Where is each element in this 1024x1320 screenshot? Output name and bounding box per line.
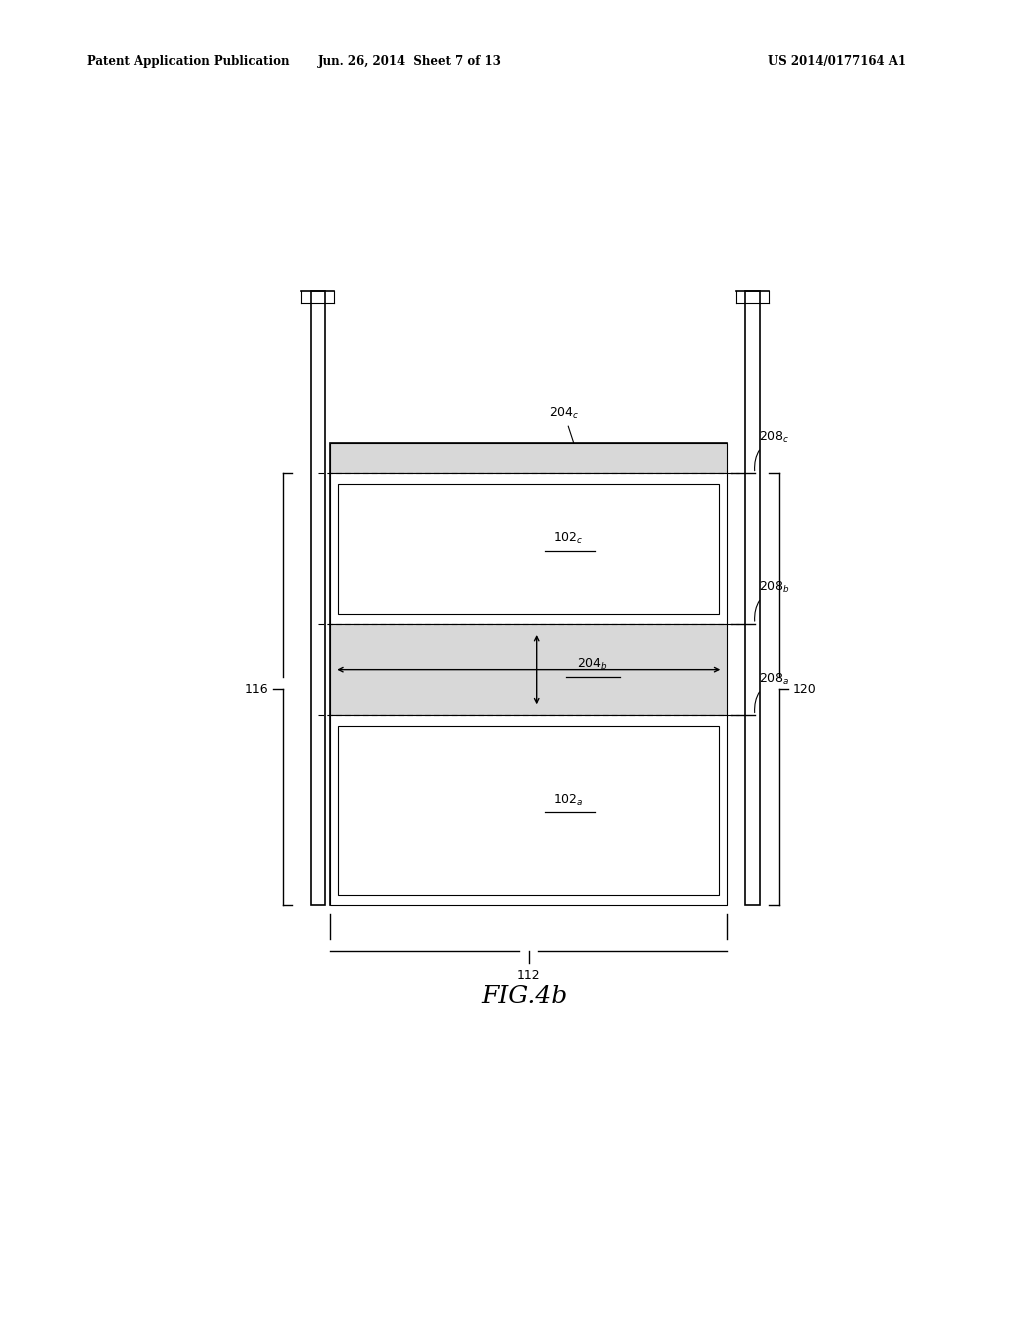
Bar xyxy=(331,624,727,715)
Bar xyxy=(331,444,727,474)
Text: 102$_c$: 102$_c$ xyxy=(553,531,584,546)
Bar xyxy=(745,290,760,906)
Text: 204$_b$: 204$_b$ xyxy=(577,657,608,672)
Text: 116: 116 xyxy=(245,682,268,696)
Text: 102$_a$: 102$_a$ xyxy=(553,793,584,808)
Text: Jun. 26, 2014  Sheet 7 of 13: Jun. 26, 2014 Sheet 7 of 13 xyxy=(317,55,502,69)
Text: Patent Application Publication: Patent Application Publication xyxy=(87,55,290,69)
Bar xyxy=(331,474,727,624)
Text: 208$_b$: 208$_b$ xyxy=(755,581,791,622)
Bar xyxy=(310,290,325,906)
Text: FIG.4b: FIG.4b xyxy=(481,986,568,1008)
Text: 112: 112 xyxy=(517,969,541,982)
Text: 120: 120 xyxy=(793,682,817,696)
Text: 204$_a$: 204$_a$ xyxy=(338,680,369,725)
Text: 104: 104 xyxy=(465,627,530,642)
Bar xyxy=(331,715,727,906)
Bar xyxy=(338,726,719,895)
Text: US 2014/0177164 A1: US 2014/0177164 A1 xyxy=(768,55,906,69)
Text: 208$_c$: 208$_c$ xyxy=(755,430,790,471)
Bar xyxy=(338,483,719,614)
Bar xyxy=(331,444,727,906)
Text: 160: 160 xyxy=(362,672,386,705)
Text: 208$_a$: 208$_a$ xyxy=(755,672,790,713)
Text: 204$_c$: 204$_c$ xyxy=(549,405,580,449)
